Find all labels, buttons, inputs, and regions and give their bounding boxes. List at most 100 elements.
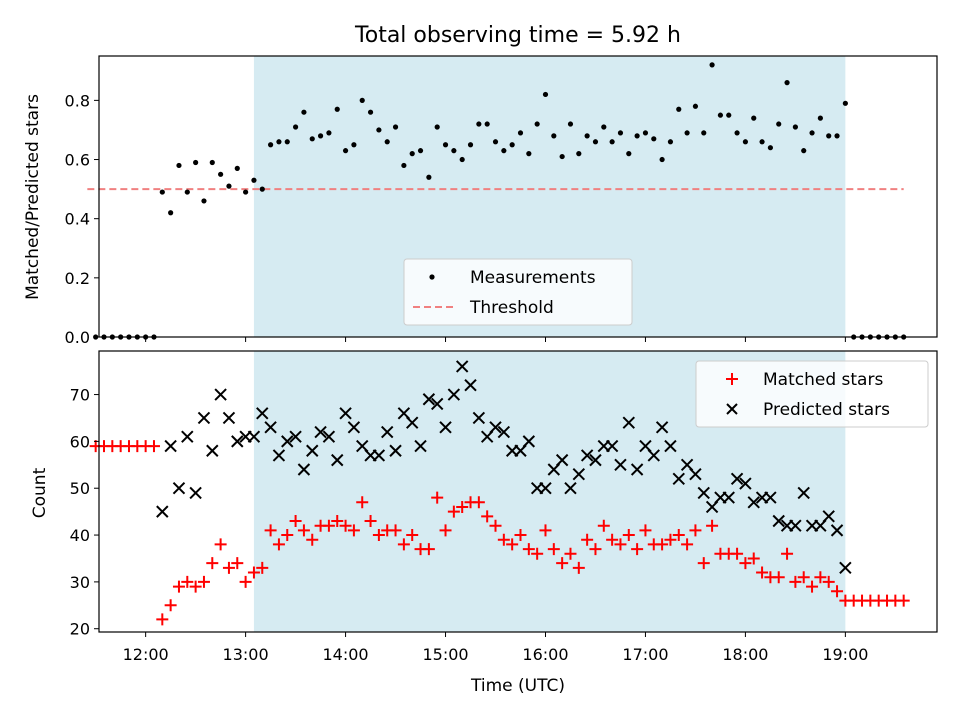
measurement-point [709, 62, 715, 68]
measurement-point [243, 189, 249, 195]
measurement-point [792, 124, 798, 130]
measurement-point [751, 115, 757, 121]
matched-star-point [831, 585, 844, 598]
matched-star-point [739, 557, 752, 570]
predicted-star-point [297, 463, 311, 476]
matched-star-point [231, 557, 244, 570]
matched-star-point [481, 510, 494, 523]
measurement-point [168, 210, 174, 216]
predicted-star-point [647, 449, 660, 462]
predicted-star-point [331, 453, 344, 467]
measurement-point [226, 183, 232, 189]
measurement-point [617, 130, 624, 136]
measurement-point [476, 121, 482, 127]
y-tick-label: 30 [70, 573, 90, 592]
measurement-point [767, 145, 773, 151]
matched-star-point [339, 519, 352, 532]
measurement-point [442, 142, 449, 148]
y-tick-label: 60 [70, 432, 90, 451]
predicted-star-point [747, 496, 760, 509]
predicted-star-point [472, 411, 486, 425]
measurement-point [551, 133, 557, 139]
measurement-point [701, 130, 707, 136]
y-tick-label: 40 [70, 526, 90, 545]
matched-star-point [431, 491, 444, 504]
measurement-point [417, 148, 424, 154]
predicted-star-point [605, 439, 619, 453]
matched-star-point [306, 533, 319, 546]
chart-title: Total observing time = 5.92 h [354, 23, 681, 48]
matched-star-point [347, 524, 360, 537]
predicted-star-point [422, 393, 436, 406]
matched-star-point [897, 594, 910, 607]
top-x-ticks [145, 337, 846, 342]
matched-star-point [289, 515, 302, 528]
legend-threshold-label: Threshold [469, 298, 554, 318]
top-panel: 0.00.20.40.60.8 Matched/Predicted stars … [23, 55, 938, 347]
bottom-panel: 20 30 40 50 60 70 12:00 13:00 14:00 15:00 16:00 17… [30, 350, 938, 696]
matched-star-point [256, 561, 269, 574]
matched-star-point [222, 561, 235, 574]
measurement-point [334, 106, 340, 112]
matched-star-point [756, 566, 769, 579]
matched-star-point [672, 529, 685, 542]
measurement-point [601, 124, 607, 130]
measurement-point [317, 133, 324, 139]
legend-matched-label: Matched stars [763, 370, 883, 390]
predicted-star-point [164, 439, 177, 453]
measurement-point [526, 151, 532, 157]
measurement-point [326, 130, 332, 136]
predicted-star-point [231, 435, 244, 448]
matched-star-point [514, 529, 527, 542]
measurement-point [434, 124, 440, 130]
measurement-point [376, 127, 382, 133]
measurement-point [176, 162, 182, 169]
matched-star-point [556, 557, 569, 570]
top-y-ticks: 0.0 0.2 0.4 0.6 0.8 [65, 91, 99, 347]
legend-matched-marker [726, 373, 738, 385]
y-tick-label: 20 [70, 620, 90, 639]
x-tick-label: 18:00 [722, 645, 768, 664]
matched-star-point [781, 547, 794, 560]
predicted-star-point [739, 477, 752, 490]
bottom-axes-frame [98, 350, 938, 633]
matched-star-point [472, 496, 485, 509]
legend-measurements-label: Measurements [470, 268, 596, 288]
matched-star-point [706, 519, 719, 532]
matched-star-point [356, 496, 369, 509]
measurement-point [367, 109, 374, 115]
bottom-points-layer [89, 360, 910, 626]
matched-star-point [189, 580, 202, 593]
predicted-star-point [306, 444, 319, 457]
predicted-star-point [614, 458, 627, 472]
predicted-star-point [289, 430, 302, 443]
predicted-star-point [314, 425, 327, 439]
measurement-point [801, 148, 807, 154]
measurement-point [717, 112, 724, 118]
measurement-point [542, 91, 549, 98]
matched-star-point [147, 440, 160, 453]
predicted-star-point [222, 411, 236, 425]
matched-star-point [614, 538, 627, 551]
y-tick-label: 70 [70, 386, 90, 405]
matched-star-point [397, 538, 410, 551]
measurement-point [726, 112, 732, 118]
matched-star-point [681, 538, 694, 551]
measurement-point [667, 139, 674, 145]
predicted-star-point [672, 472, 685, 486]
measurement-point [834, 133, 840, 139]
matched-star-point [439, 524, 452, 537]
predicted-star-point [497, 425, 511, 439]
predicted-star-point [156, 505, 169, 518]
legend-predicted-label: Predicted stars [763, 400, 890, 420]
predicted-star-point [189, 486, 202, 500]
matched-star-point [797, 571, 810, 584]
predicted-star-point [555, 453, 569, 467]
predicted-star-point [689, 467, 702, 481]
predicted-star-point [372, 449, 386, 462]
matched-star-point [281, 529, 294, 542]
predicted-star-point [264, 421, 277, 434]
measurement-point [459, 156, 465, 163]
matched-star-point [631, 543, 644, 556]
measurement-point [426, 174, 432, 180]
